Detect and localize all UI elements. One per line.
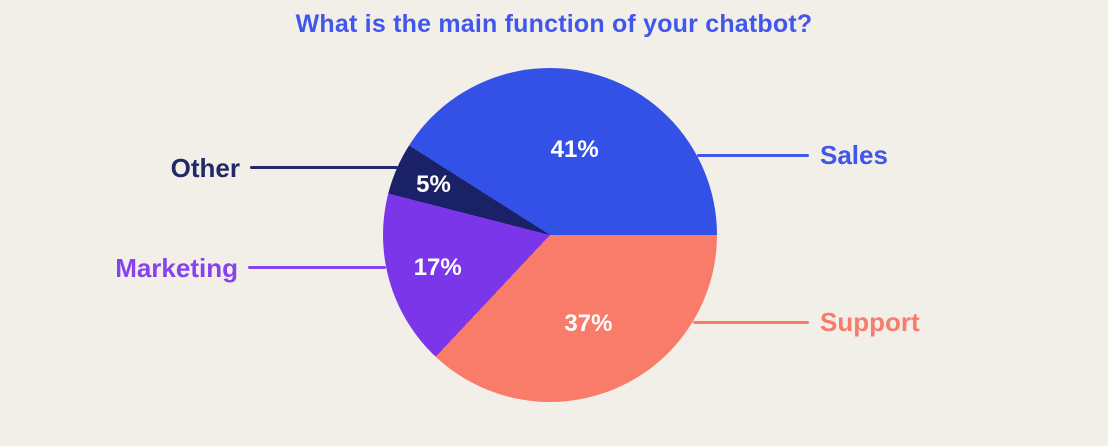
slice-percent-support: 37% [564, 309, 613, 337]
slice-percent-sales: 41% [550, 136, 599, 163]
pie-chart: 41% 37% 17% 5% [383, 68, 717, 402]
callout-label-marketing: Marketing [115, 253, 238, 283]
chart-title: What is the main function of your chatbo… [295, 10, 813, 38]
slice-percent-other: 5% [416, 170, 451, 198]
callout-label-sales: Sales [820, 140, 888, 170]
leader-line-support [693, 321, 809, 324]
callout-label-other: Other [170, 153, 240, 183]
slice-percent-marketing: 17% [413, 253, 462, 281]
leader-line-other [250, 166, 398, 169]
leader-line-sales [697, 154, 809, 157]
callout-label-support: Support [820, 307, 920, 337]
leader-line-marketing [248, 266, 386, 269]
